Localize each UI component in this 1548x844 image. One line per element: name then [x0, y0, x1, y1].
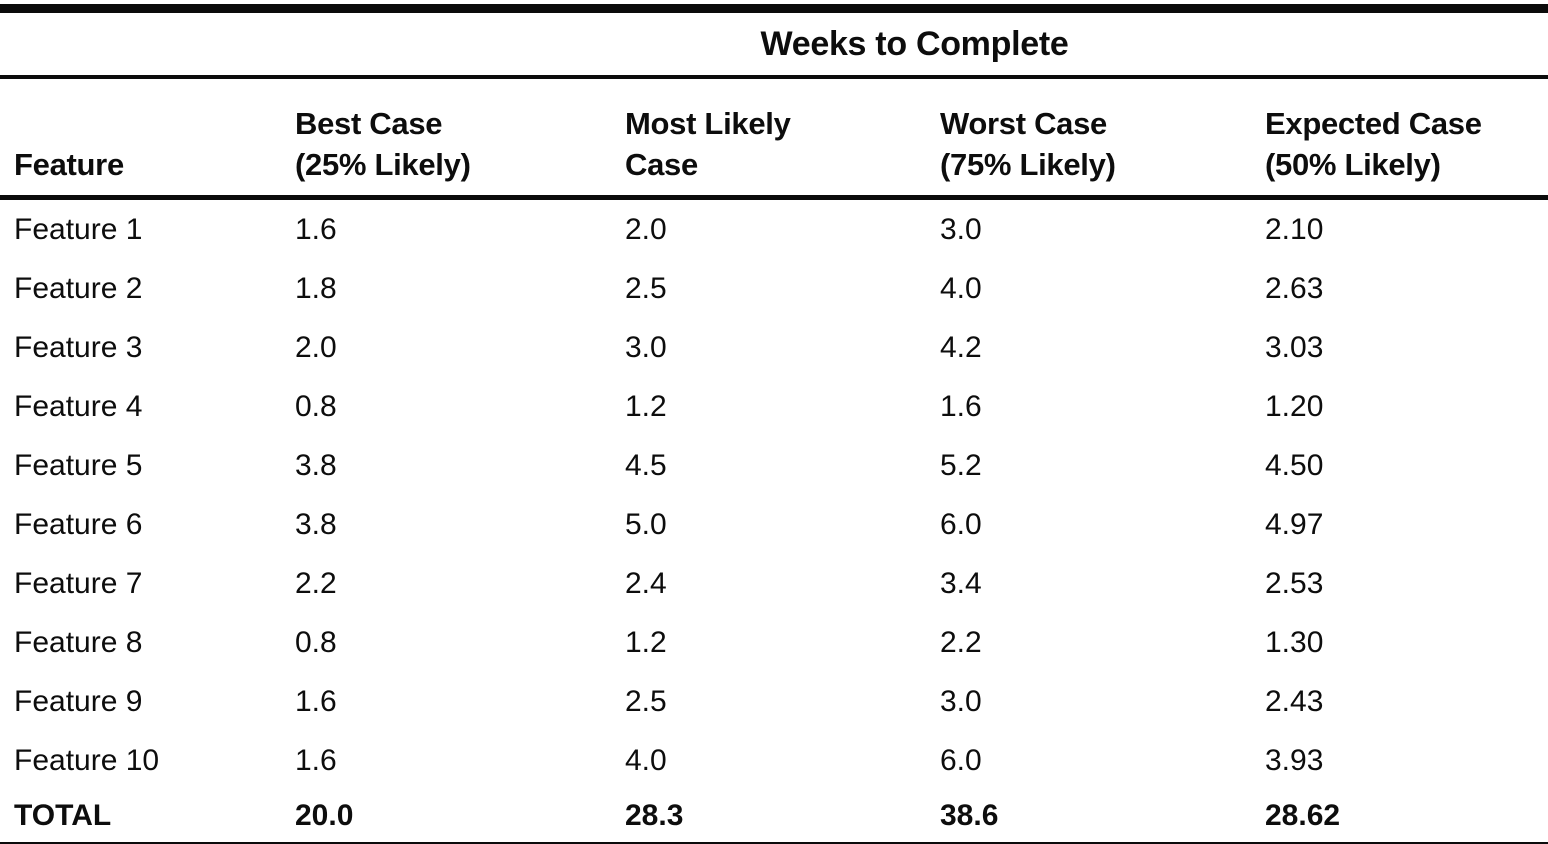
cell-feature: TOTAL	[14, 799, 112, 832]
cell-worst-case: 3.0	[940, 212, 982, 246]
table-row: Feature 4 0.8 1.2 1.6 1.20	[0, 377, 1548, 436]
cell-feature: Feature 8	[14, 625, 143, 659]
cell-best-case: 0.8	[295, 389, 337, 423]
cell-most-likely: 2.4	[625, 566, 667, 600]
column-header-line2: Feature	[14, 147, 124, 182]
cell-worst-case: 1.6	[940, 389, 982, 423]
cell-most-likely: 2.5	[625, 684, 667, 718]
table-row: Feature 1 1.6 2.0 3.0 2.10	[0, 198, 1548, 260]
cell-feature: Feature 10	[14, 743, 160, 777]
cell-worst-case: 3.4	[940, 566, 982, 600]
cell-expected-case: 3.93	[1265, 743, 1324, 777]
estimation-table: Weeks to Complete Feature Best Case (25%…	[0, 4, 1548, 844]
cell-worst-case: 38.6	[940, 799, 999, 832]
cell-worst-case: 4.0	[940, 271, 982, 305]
table-title-row: Weeks to Complete	[0, 8, 1548, 79]
cell-most-likely: 4.5	[625, 448, 667, 482]
cell-expected-case: 1.30	[1265, 625, 1324, 659]
cell-most-likely: 1.2	[625, 625, 667, 659]
cell-worst-case: 2.2	[940, 625, 982, 659]
column-header-feature: Feature	[0, 77, 281, 200]
cell-feature: Feature 5	[14, 448, 143, 482]
table-row: Feature 3 2.0 3.0 4.2 3.03	[0, 318, 1548, 377]
cell-best-case: 1.6	[295, 684, 337, 718]
table-row: Feature 10 1.6 4.0 6.0 3.93	[0, 731, 1548, 790]
table-body: Feature 1 1.6 2.0 3.0 2.10 Feature 2 1.8…	[0, 198, 1548, 844]
cell-best-case: 0.8	[295, 625, 337, 659]
table-header-row: Feature Best Case (25% Likely) Most Like…	[0, 77, 1548, 200]
cell-expected-case: 2.53	[1265, 566, 1324, 600]
cell-expected-case: 4.97	[1265, 507, 1324, 541]
cell-best-case: 2.2	[295, 566, 337, 600]
table-row: Feature 6 3.8 5.0 6.0 4.97	[0, 495, 1548, 554]
cell-worst-case: 3.0	[940, 684, 982, 718]
cell-best-case: 1.6	[295, 212, 337, 246]
cell-most-likely: 4.0	[625, 743, 667, 777]
cell-expected-case: 2.10	[1265, 212, 1324, 246]
cell-expected-case: 3.03	[1265, 330, 1324, 364]
column-header-best-case: Best Case (25% Likely)	[281, 77, 611, 200]
column-header-line2: (50% Likely)	[1265, 147, 1441, 182]
cell-worst-case: 4.2	[940, 330, 982, 364]
cell-expected-case: 2.43	[1265, 684, 1324, 718]
title-row-spacer	[0, 8, 281, 79]
cell-most-likely: 2.5	[625, 271, 667, 305]
cell-most-likely: 2.0	[625, 212, 667, 246]
column-header-line1: Expected Case	[1265, 106, 1482, 141]
cell-best-case: 3.8	[295, 448, 337, 482]
cell-most-likely: 5.0	[625, 507, 667, 541]
cell-feature: Feature 9	[14, 684, 143, 718]
cell-feature: Feature 4	[14, 389, 143, 423]
column-header-line2: (25% Likely)	[295, 147, 471, 182]
cell-feature: Feature 6	[14, 507, 143, 541]
cell-most-likely: 3.0	[625, 330, 667, 364]
cell-most-likely: 28.3	[625, 799, 684, 832]
cell-best-case: 20.0	[295, 799, 354, 832]
table-row: Feature 5 3.8 4.5 5.2 4.50	[0, 436, 1548, 495]
cell-expected-case: 2.63	[1265, 271, 1324, 305]
cell-worst-case: 6.0	[940, 507, 982, 541]
column-header-most-likely: Most Likely Case	[611, 77, 926, 200]
column-header-expected-case: Expected Case (50% Likely)	[1251, 77, 1548, 200]
cell-feature: Feature 7	[14, 566, 143, 600]
cell-expected-case: 4.50	[1265, 448, 1324, 482]
column-header-line2: Case	[625, 147, 698, 182]
column-header-line1: Worst Case	[940, 106, 1107, 141]
column-header-worst-case: Worst Case (75% Likely)	[926, 77, 1251, 200]
cell-worst-case: 6.0	[940, 743, 982, 777]
column-header-line1: Best Case	[295, 106, 443, 141]
cell-feature: Feature 3	[14, 330, 143, 364]
cell-most-likely: 1.2	[625, 389, 667, 423]
cell-expected-case: 28.62	[1265, 799, 1341, 832]
cell-best-case: 3.8	[295, 507, 337, 541]
table-title: Weeks to Complete	[281, 8, 1548, 79]
cell-feature: Feature 1	[14, 212, 143, 246]
column-header-line1: Most Likely	[625, 106, 791, 141]
cell-worst-case: 5.2	[940, 448, 982, 482]
table-row: Feature 8 0.8 1.2 2.2 1.30	[0, 613, 1548, 672]
cell-best-case: 2.0	[295, 330, 337, 364]
cell-expected-case: 1.20	[1265, 389, 1324, 423]
table-row: TOTAL 20.0 28.3 38.6 28.62	[0, 790, 1548, 844]
table-row: Feature 2 1.8 2.5 4.0 2.63	[0, 259, 1548, 318]
cell-best-case: 1.8	[295, 271, 337, 305]
table-row: Feature 7 2.2 2.4 3.4 2.53	[0, 554, 1548, 613]
cell-feature: Feature 2	[14, 271, 143, 305]
table-row: Feature 9 1.6 2.5 3.0 2.43	[0, 672, 1548, 731]
cell-best-case: 1.6	[295, 743, 337, 777]
column-header-line2: (75% Likely)	[940, 147, 1116, 182]
